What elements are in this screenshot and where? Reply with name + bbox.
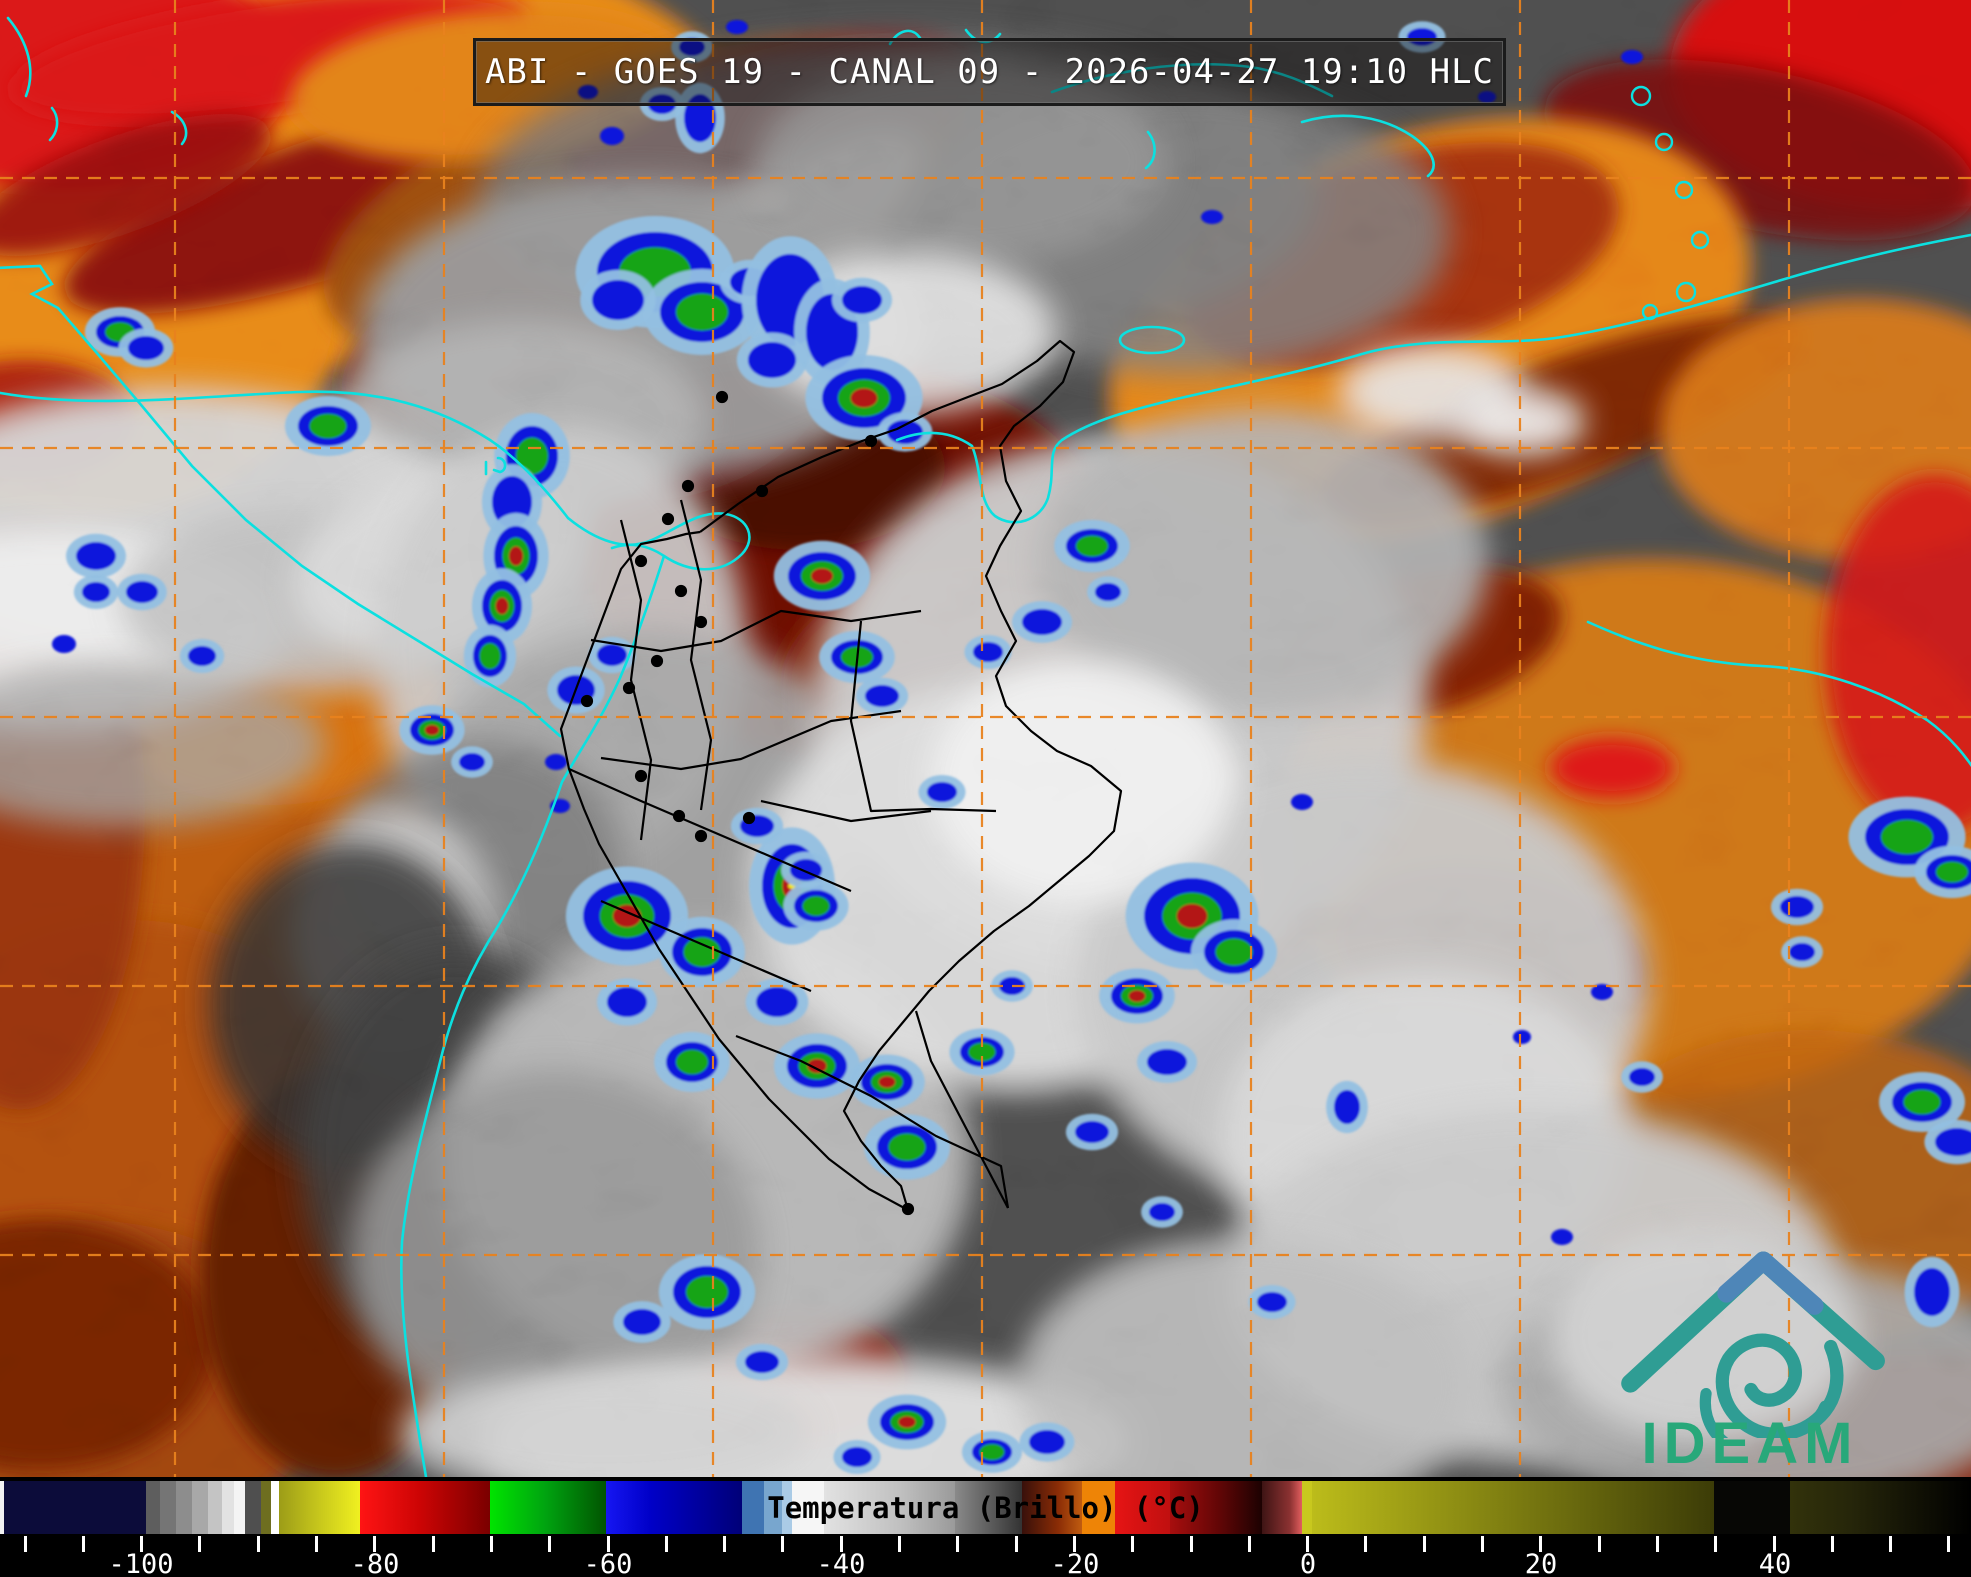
colorbar-tick — [315, 1536, 318, 1552]
colorbar-title: Temperatura (Brillo) (°C) — [767, 1490, 1204, 1525]
colorbar-label: 20 — [1524, 1549, 1558, 1577]
colorbar-tick — [1830, 1536, 1834, 1552]
colorbar-tick — [548, 1536, 552, 1552]
colorbar-tick — [1306, 1536, 1310, 1552]
title-bar: ABI - GOES 19 - CANAL 09 - 2026-04-27 19… — [473, 38, 1506, 106]
colorbar-label: -60 — [583, 1549, 633, 1577]
ideam-spiral-roof-icon — [1621, 1251, 1885, 1438]
colorbar-tick — [23, 1536, 27, 1552]
colorbar-label: -100 — [108, 1549, 174, 1577]
colorbar-tick — [723, 1536, 727, 1552]
colorbar-tick — [898, 1536, 901, 1552]
colorbar-tick — [781, 1536, 785, 1552]
colorbar-tick — [1947, 1536, 1951, 1552]
title-text: ABI - GOES 19 - CANAL 09 - 2026-04-27 19… — [484, 52, 1495, 92]
colorbar-tick — [1655, 1536, 1659, 1552]
colombia-borders — [559, 339, 1123, 1216]
colorbar-tick — [1131, 1536, 1135, 1552]
colorbar-tick — [81, 1536, 85, 1552]
colorbar-tick — [1481, 1536, 1484, 1552]
coastlines — [0, 16, 1971, 1477]
colorbar-tick — [198, 1536, 202, 1552]
colorbar-label: -20 — [1050, 1549, 1100, 1577]
colorbar-tick — [839, 1536, 843, 1552]
satellite-map — [0, 0, 1971, 1477]
colorbar-tick — [1714, 1536, 1718, 1552]
colorbar-tick — [1072, 1536, 1076, 1552]
colorbar-tick — [1539, 1536, 1543, 1552]
colorbar-tick — [1364, 1536, 1368, 1552]
graticule — [0, 0, 1971, 1477]
colorbar-tick — [1772, 1536, 1776, 1552]
colorbar: Temperatura (Brillo) (°C) — [0, 1481, 1971, 1534]
colorbar-tick — [1014, 1536, 1018, 1552]
colorbar-tick — [140, 1536, 144, 1552]
colorbar-tick — [1247, 1536, 1251, 1552]
colorbar-tick — [956, 1536, 960, 1552]
colorbar-tick — [373, 1536, 377, 1552]
colorbar-label: -40 — [816, 1549, 866, 1577]
colorbar-label: 0 — [1299, 1549, 1317, 1577]
colorbar-tick — [1422, 1536, 1426, 1552]
colorbar-tick — [489, 1536, 493, 1552]
colorbar-tick — [256, 1536, 260, 1552]
ideam-logo-text: IDEAM — [1641, 1411, 1859, 1476]
colorbar-tick — [1597, 1536, 1601, 1552]
ideam-logo: IDEAM — [1612, 1248, 1888, 1476]
colorbar-tick — [606, 1536, 610, 1552]
colorbar-tick — [1189, 1536, 1193, 1552]
colorbar-tick — [431, 1536, 435, 1552]
colorbar-label: -80 — [350, 1549, 400, 1577]
colorbar-label: 40 — [1758, 1549, 1792, 1577]
colorbar-strip: Temperatura (Brillo) (°C) -100 -80 -60 -40 -… — [0, 1477, 1971, 1577]
colorbar-tick — [664, 1536, 668, 1552]
colorbar-tick — [1889, 1536, 1893, 1552]
